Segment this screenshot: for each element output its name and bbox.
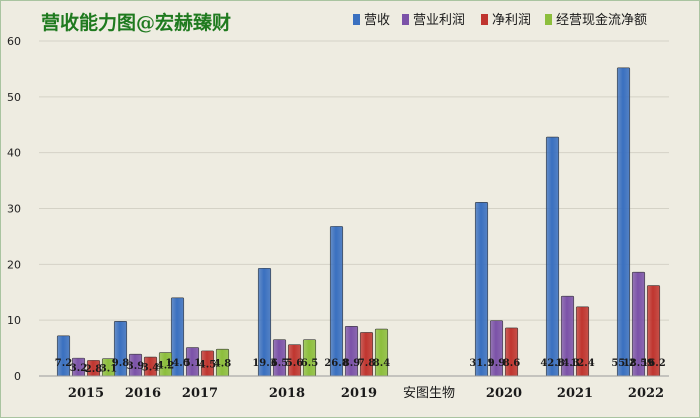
data-label: 14.3 — [555, 358, 579, 369]
data-label: 12.4 — [570, 358, 594, 369]
data-label: 16.2 — [641, 358, 665, 369]
data-label: 42.8 — [540, 358, 564, 369]
data-label: 55.2 — [611, 358, 635, 369]
bars — [56, 67, 661, 377]
legend: 营收 营业利润 净利润 经营现金流净额 — [353, 12, 647, 28]
data-label: 6.5 — [271, 358, 288, 369]
legend-label: 经营现金流净额 — [556, 12, 647, 28]
data-label: 2.8 — [85, 364, 102, 375]
data-label: 3.2 — [70, 363, 87, 374]
gridlines — [39, 40, 669, 377]
x-axis: 2015 2016 2017 2018 2019 2020 2021 2022 — [39, 375, 669, 401]
legend-label: 营业利润 — [413, 13, 465, 28]
data-label: 14.0 — [165, 358, 189, 369]
bar — [616, 67, 631, 377]
data-label: 3.4 — [142, 363, 159, 374]
y-axis: 0 10 20 30 40 50 60 — [7, 35, 21, 383]
bar — [329, 226, 344, 377]
data-label: 6.5 — [301, 358, 318, 369]
legend-swatch — [481, 14, 488, 25]
data-label: 26.8 — [324, 358, 348, 369]
bar — [474, 202, 489, 377]
x-tick-label: 2018 — [269, 386, 305, 401]
legend-swatch — [545, 14, 552, 25]
data-label: 4.2 — [157, 360, 174, 371]
data-label: 8.9 — [343, 358, 360, 369]
data-label: 9.9 — [488, 358, 505, 369]
data-label: 5.6 — [286, 358, 303, 369]
y-tick-label: 10 — [7, 314, 21, 327]
data-label: 19.3 — [252, 358, 276, 369]
y-tick-label: 0 — [14, 370, 21, 383]
data-label: 18.59 — [623, 358, 654, 369]
bar — [545, 136, 560, 377]
y-tick-label: 50 — [7, 91, 21, 104]
data-label: 4.5 — [199, 359, 216, 370]
legend-swatch — [353, 14, 360, 25]
x-tick-label: 2017 — [182, 386, 218, 401]
data-label: 5.1 — [184, 358, 201, 369]
y-tick-label: 60 — [7, 35, 21, 48]
data-label: 9.8 — [112, 358, 129, 369]
company-annotation: 安图生物 — [403, 386, 455, 401]
y-tick-label: 40 — [7, 147, 21, 160]
data-label: 4.8 — [214, 359, 231, 370]
data-label: 3.1 — [100, 363, 117, 374]
legend-label: 净利润 — [492, 13, 531, 28]
x-tick-label: 2015 — [68, 386, 104, 401]
data-label: 7.2 — [55, 358, 72, 369]
legend-label: 营收 — [364, 13, 390, 28]
legend-swatch — [402, 14, 409, 25]
x-tick-label: 2019 — [341, 386, 377, 401]
data-label: 8.4 — [373, 358, 390, 369]
x-tick-label: 2016 — [125, 386, 161, 401]
data-label: 7.8 — [358, 358, 375, 369]
bar — [56, 335, 71, 377]
x-tick-label: 2020 — [486, 386, 522, 401]
x-tick-label: 2021 — [557, 386, 593, 401]
data-labels: 7.2 9.8 14.0 19.3 26.8 31.1 42.8 55.2 3.2 3.9 5.1 6… — [55, 358, 666, 375]
chart-title: 营收能力图@宏赫臻财 — [41, 11, 231, 34]
data-label: 3.9 — [127, 361, 144, 372]
data-label: 8.6 — [503, 358, 520, 369]
y-tick-label: 30 — [7, 203, 21, 216]
x-tick-label: 2022 — [628, 386, 664, 401]
bar — [359, 332, 374, 377]
data-label: 31.1 — [469, 358, 493, 369]
y-tick-label: 20 — [7, 258, 21, 271]
